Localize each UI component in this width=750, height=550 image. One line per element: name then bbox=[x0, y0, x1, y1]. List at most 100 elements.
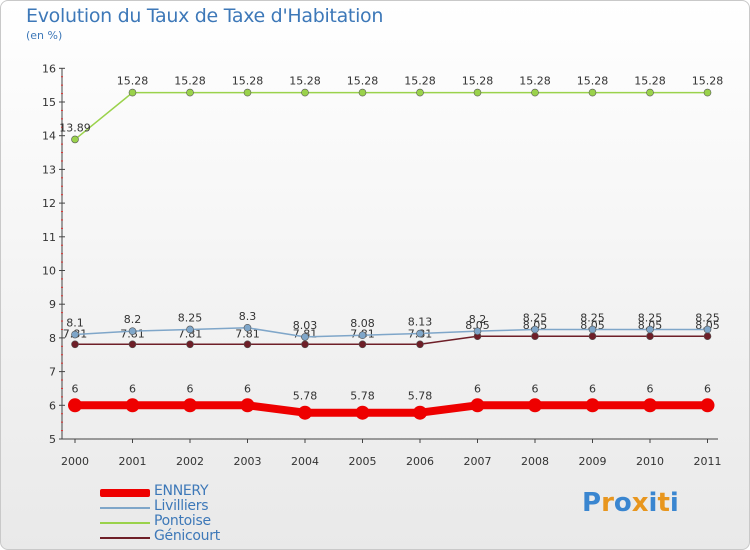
data-point-livilliers bbox=[71, 330, 79, 339]
data-label-gnicourt: 7.81 bbox=[178, 327, 203, 340]
data-label-ennery: 5.78 bbox=[350, 390, 375, 403]
data-label-livilliers: 8.2 bbox=[124, 313, 142, 326]
data-point-ennery bbox=[240, 398, 255, 413]
data-label-livilliers: 8.25 bbox=[178, 311, 203, 324]
x-tick-label: 2010 bbox=[636, 455, 664, 468]
data-label-pontoise: 15.28 bbox=[117, 75, 149, 88]
data-point-gnicourt bbox=[71, 340, 79, 349]
data-label-livilliers: 8.25 bbox=[638, 311, 663, 324]
data-point-pontoise bbox=[128, 88, 137, 97]
series-line-pontoise bbox=[74, 91, 709, 141]
legend-swatch-ennery bbox=[100, 489, 150, 497]
data-label-ennery: 6 bbox=[532, 382, 539, 395]
data-label-gnicourt: 8.05 bbox=[465, 319, 490, 332]
logo-letter: P bbox=[582, 488, 602, 518]
data-point-pontoise bbox=[358, 88, 367, 97]
data-point-gnicourt bbox=[416, 340, 424, 349]
data-label-ennery: 6 bbox=[187, 382, 194, 395]
legend-label-livilliers: Livilliers bbox=[154, 498, 209, 514]
data-label-pontoise: 15.28 bbox=[347, 75, 379, 88]
data-point-pontoise bbox=[71, 135, 79, 144]
data-label-livilliers: 8.25 bbox=[695, 311, 720, 324]
x-tick-label: 2005 bbox=[349, 455, 377, 468]
data-label-pontoise: 15.28 bbox=[634, 75, 666, 88]
x-tick-label: 2011 bbox=[694, 455, 722, 468]
x-tick-label: 2001 bbox=[119, 455, 147, 468]
data-label-livilliers: 8.25 bbox=[523, 311, 548, 324]
data-label-pontoise: 15.28 bbox=[232, 75, 264, 88]
y-tick-label: 16 bbox=[42, 62, 56, 75]
data-point-pontoise bbox=[473, 88, 482, 97]
chart-unit-label: (en %) bbox=[26, 29, 63, 42]
data-point-livilliers bbox=[703, 325, 712, 334]
x-tick-label: 2000 bbox=[61, 455, 89, 468]
data-point-gnicourt bbox=[703, 332, 712, 341]
data-label-pontoise: 15.28 bbox=[519, 75, 551, 88]
data-label-livilliers: 8.25 bbox=[580, 311, 605, 324]
data-label-pontoise: 15.28 bbox=[289, 75, 321, 88]
data-point-pontoise bbox=[588, 88, 597, 97]
x-tick-label: 2008 bbox=[521, 455, 549, 468]
x-tick-label: 2002 bbox=[176, 455, 204, 468]
data-point-ennery bbox=[125, 398, 140, 413]
data-point-ennery bbox=[183, 398, 197, 413]
data-point-gnicourt bbox=[128, 340, 137, 349]
y-tick-label: 10 bbox=[42, 265, 56, 278]
series-line-gnicourt bbox=[74, 335, 709, 346]
data-label-livilliers: 8.2 bbox=[469, 313, 487, 326]
data-point-livilliers bbox=[358, 331, 367, 340]
data-point-ennery bbox=[298, 405, 312, 420]
x-tick-label: 2004 bbox=[291, 455, 319, 468]
x-tick-label: 2003 bbox=[234, 455, 262, 468]
y-tick-label: 9 bbox=[49, 298, 56, 311]
data-label-ennery: 5.78 bbox=[408, 390, 433, 403]
data-point-ennery bbox=[413, 405, 427, 420]
data-point-livilliers bbox=[243, 323, 252, 332]
series-line-ennery bbox=[71, 401, 712, 417]
series-line-livilliers bbox=[74, 327, 709, 338]
data-point-livilliers bbox=[473, 327, 482, 335]
y-tick-label: 11 bbox=[42, 231, 56, 244]
data-point-pontoise bbox=[301, 88, 309, 97]
data-point-gnicourt bbox=[243, 340, 252, 349]
data-label-ennery: 6 bbox=[704, 382, 711, 395]
data-label-pontoise: 15.28 bbox=[577, 75, 609, 88]
data-point-gnicourt bbox=[186, 340, 194, 349]
y-tick-label: 6 bbox=[49, 399, 56, 412]
data-point-pontoise bbox=[646, 88, 654, 97]
data-point-pontoise bbox=[243, 88, 252, 97]
data-point-livilliers bbox=[301, 333, 309, 341]
data-point-pontoise bbox=[703, 88, 712, 97]
data-label-gnicourt: 7.81 bbox=[235, 327, 260, 340]
proxiti-logo[interactable]: Proxiti bbox=[582, 488, 679, 518]
data-label-ennery: 5.78 bbox=[293, 390, 318, 403]
y-tick-label: 12 bbox=[42, 197, 56, 210]
logo-letter: t bbox=[657, 488, 670, 518]
data-point-ennery bbox=[355, 405, 370, 420]
data-point-gnicourt bbox=[358, 340, 367, 349]
data-label-livilliers: 8.1 bbox=[66, 317, 84, 330]
y-tick-label: 8 bbox=[49, 332, 56, 345]
x-tick-label: 2007 bbox=[464, 455, 492, 468]
data-point-pontoise bbox=[186, 88, 194, 97]
x-tick-label: 2006 bbox=[406, 455, 434, 468]
data-label-pontoise: 15.28 bbox=[174, 75, 206, 88]
data-point-livilliers bbox=[531, 325, 539, 334]
data-point-ennery bbox=[470, 398, 485, 413]
data-point-gnicourt bbox=[588, 332, 597, 341]
y-tick-label: 13 bbox=[42, 163, 56, 176]
data-point-ennery bbox=[528, 398, 542, 413]
data-label-ennery: 6 bbox=[244, 382, 251, 395]
legend-label-genicourt: Génicourt bbox=[154, 528, 220, 544]
legend-label-pontoise: Pontoise bbox=[154, 513, 211, 529]
data-label-livilliers: 8.13 bbox=[408, 316, 433, 329]
logo-letter: o bbox=[613, 488, 632, 518]
data-label-ennery: 6 bbox=[474, 382, 481, 395]
data-point-ennery bbox=[643, 398, 657, 413]
data-label-pontoise: 15.28 bbox=[692, 75, 724, 88]
data-point-gnicourt bbox=[646, 332, 654, 341]
legend-swatch-genicourt bbox=[100, 537, 150, 539]
data-point-pontoise bbox=[416, 88, 424, 97]
data-label-ennery: 6 bbox=[129, 382, 136, 395]
